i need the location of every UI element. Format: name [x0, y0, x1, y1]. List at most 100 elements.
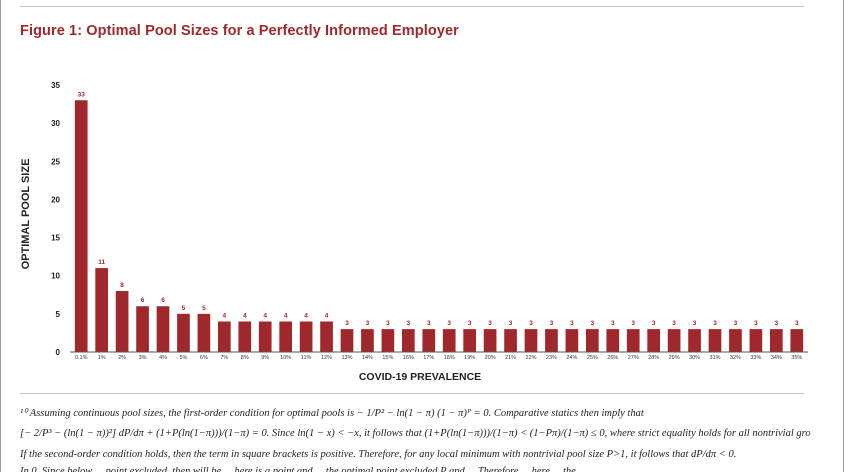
y-tick-label: 0 [56, 348, 61, 357]
x-tick-label: 6% [200, 355, 208, 361]
bar [688, 329, 701, 352]
value-label: 5 [202, 305, 206, 312]
bar [361, 329, 374, 352]
value-label: 3 [447, 320, 451, 327]
bar [770, 329, 783, 352]
value-label: 4 [223, 312, 227, 319]
value-label: 3 [775, 320, 779, 327]
bar [279, 321, 293, 352]
bar [524, 329, 538, 352]
y-tick-label: 35 [51, 81, 60, 90]
y-axis-label-group: OPTIMAL POOL SIZE [20, 159, 32, 270]
x-axis-ticks: 0.1% 1% 2% 3% 4% 5% 6% 7% 8% 9% 10% 11% 12% 13% 14% 15%… [75, 355, 802, 361]
y-axis-ticks: 0 5 10 15 20 25 30 35 [51, 81, 60, 357]
bar [729, 329, 742, 352]
value-label: 3 [509, 320, 513, 327]
bar [402, 329, 415, 352]
bar [74, 100, 88, 352]
x-tick-label: 0.1% [75, 355, 88, 361]
value-label: 3 [488, 320, 492, 327]
x-tick-label: 13% [341, 355, 352, 361]
y-tick-label: 20 [51, 195, 60, 204]
value-label: 3 [550, 320, 554, 327]
value-label: 4 [304, 312, 308, 319]
bar [749, 329, 763, 352]
y-tick-label: 15 [51, 234, 60, 243]
x-tick-label: 20% [485, 355, 496, 361]
x-tick-label: 12% [321, 355, 332, 361]
x-tick-label: 3% [139, 355, 147, 361]
bar [708, 329, 722, 352]
value-label: 3 [386, 320, 390, 327]
value-label: 3 [345, 320, 349, 327]
x-tick-label: 28% [648, 355, 659, 361]
x-tick-label: 16% [403, 355, 414, 361]
value-label: 6 [141, 297, 145, 304]
value-label: 8 [120, 282, 124, 289]
x-tick-label: 34% [771, 355, 782, 361]
bar [647, 329, 661, 352]
bar [115, 290, 129, 352]
bar [299, 321, 313, 352]
bar [238, 321, 252, 352]
x-tick-label: 21% [505, 355, 516, 361]
value-label: 3 [529, 320, 533, 327]
value-label: 3 [795, 320, 799, 327]
value-label: 3 [407, 320, 411, 327]
bar [95, 268, 109, 352]
y-axis-label: OPTIMAL POOL SIZE [20, 159, 32, 270]
x-tick-label: 8% [241, 355, 249, 361]
bar [320, 321, 333, 352]
x-tick-label: 10% [280, 355, 291, 361]
x-tick-label: 1% [98, 355, 106, 361]
value-label: 3 [591, 320, 595, 327]
bar [606, 329, 620, 352]
x-tick-label: 29% [669, 355, 680, 361]
value-label: 3 [611, 320, 615, 327]
bar [197, 313, 211, 352]
bar [586, 329, 599, 352]
bar [177, 313, 190, 352]
x-tick-label: 30% [689, 355, 700, 361]
value-label: 5 [182, 305, 186, 312]
value-label: 3 [734, 320, 738, 327]
figure-title: Figure 1: Optimal Pool Sizes for a Perfe… [20, 23, 459, 39]
footnote-line-4: In 0. Since below ... point excluded, th… [20, 466, 576, 472]
x-tick-label: 11% [301, 355, 312, 361]
top-divider [20, 6, 804, 7]
bar [667, 329, 681, 352]
bars [74, 100, 804, 352]
bar [504, 329, 517, 352]
value-label: 3 [693, 320, 697, 327]
x-tick-label: 25% [587, 355, 598, 361]
x-tick-label: 19% [464, 355, 475, 361]
value-label: 6 [161, 297, 165, 304]
value-label: 3 [754, 320, 758, 327]
y-tick-label: 25 [51, 157, 60, 166]
bar [340, 329, 354, 352]
x-tick-label: 5% [179, 355, 187, 361]
value-label: 4 [284, 312, 288, 319]
x-tick-label: 31% [709, 355, 720, 361]
value-label: 3 [366, 320, 370, 327]
value-label: 11 [98, 259, 105, 266]
x-tick-label: 17% [423, 355, 434, 361]
x-tick-label: 33% [750, 355, 761, 361]
value-label: 33 [78, 91, 86, 98]
bar [156, 306, 170, 352]
bar [483, 329, 497, 352]
x-tick-label: 15% [382, 355, 393, 361]
bar [463, 329, 477, 352]
footnote-line-2: [− 2/P³ − (ln(1 − π))²] dP/dπ + (1+P(ln(… [20, 428, 810, 439]
x-tick-label: 4% [159, 355, 167, 361]
value-label: 3 [468, 320, 472, 327]
x-tick-label: 9% [261, 355, 269, 361]
x-tick-label: 32% [730, 355, 741, 361]
x-tick-label: 7% [220, 355, 228, 361]
bar [565, 329, 579, 352]
bar [545, 329, 558, 352]
bar [790, 329, 804, 352]
value-label: 4 [325, 312, 329, 319]
value-label: 3 [713, 320, 717, 327]
